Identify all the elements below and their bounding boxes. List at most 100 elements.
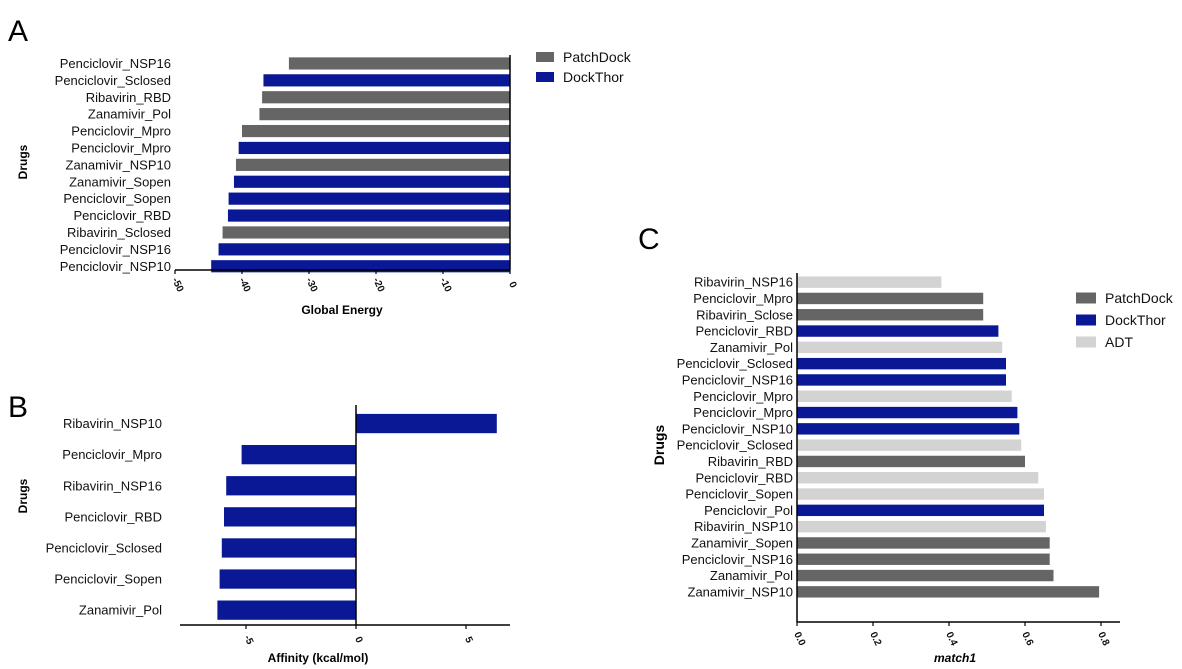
panel-b-bar-6-penciclovir-sopen <box>219 569 356 589</box>
panel-c-category-label: Penciclovir_Mpro <box>693 405 793 420</box>
panel-a-bar-9-penciclovir-sopen <box>228 192 510 205</box>
panel-b-tick-label: 5 <box>462 635 475 645</box>
panel-b-bar-3-ribavirin-nsp16 <box>226 476 356 496</box>
panel-a-category-label: Zanamivir_Pol <box>88 107 171 122</box>
panel-c-legend: PatchDock DockThor ADT <box>1076 290 1174 350</box>
panel-a-bars <box>211 57 511 273</box>
panel-c-category-label: Penciclovir_Mpro <box>693 389 793 404</box>
panel-c-bar-12-ribavirin-rbd <box>797 455 1025 468</box>
panel-c-ticks: 0.0 0.2 0.4 0.6 0.8 <box>791 622 1111 648</box>
panel-a-bar-6-penciclovir-mpro <box>238 141 510 155</box>
panel-a-tick-label: -20 <box>370 276 386 294</box>
panel-a-ticks: -50 -40 -30 -20 -10 0 <box>169 270 519 294</box>
panel-a-x-axis-title: Global Energy <box>301 303 383 317</box>
panel-a-bar-11-ribavirin-sclosed <box>222 226 510 239</box>
panel-b-category-label: Penciclovir_Sopen <box>54 572 162 587</box>
panel-a-category-label: Penciclovir_Mpro <box>71 124 171 139</box>
panel-c-bar-3-ribavirin-sclose <box>797 309 984 321</box>
panel-a-category-label: Penciclovir_RBD <box>73 208 171 223</box>
panel-c-bar-16-ribavirin-nsp10 <box>797 520 1046 533</box>
panel-a-category-label: Ribavirin_Sclosed <box>67 225 171 240</box>
panel-c-category-label: Ribavirin_RBD <box>708 454 793 469</box>
panel-c-y-axis-title: Drugs <box>651 425 667 466</box>
panel-a-tick-label: 0 <box>506 280 519 290</box>
panel-letter-a: A <box>8 15 28 48</box>
panel-c-legend-label-adt: ADT <box>1105 334 1133 350</box>
panel-a-category-label: Penciclovir_NSP16 <box>60 242 171 257</box>
panel-a-tick-label: -50 <box>169 276 185 294</box>
panel-c-category-labels: Ribavirin_NSP16Penciclovir_MproRibavirin… <box>677 275 793 600</box>
panel-c-legend-swatch-patchdock <box>1076 292 1096 304</box>
panel-b-category-label: Penciclovir_RBD <box>64 509 162 524</box>
panel-c-category-label: Ribavirin_NSP10 <box>694 519 793 534</box>
panel-a-category-label: Zanamivir_NSP10 <box>66 157 172 172</box>
panel-b-category-label: Penciclovir_Sclosed <box>46 540 162 555</box>
panel-b-tick-label: -5 <box>241 634 255 647</box>
panel-b-bar-7-zanamivir-pol <box>217 600 356 620</box>
panel-b-tick-label: 0 <box>352 635 365 645</box>
panel-c-category-label: Penciclovir_NSP16 <box>682 372 793 387</box>
panel-c-bar-11-penciclovir-sclosed <box>797 439 1022 451</box>
panel-c-category-label: Ribavirin_Sclose <box>696 307 793 322</box>
panel-c-category-label: Penciclovir_NSP16 <box>682 552 793 567</box>
panel-a-bar-7-zanamivir-nsp10 <box>235 158 510 171</box>
panel-c-bar-7-penciclovir-nsp16 <box>797 374 1006 386</box>
panel-c-bar-13-penciclovir-rbd <box>797 472 1039 484</box>
panel-a-legend-label-patchdock: PatchDock <box>563 49 632 65</box>
panel-a-category-label: Ribavirin_RBD <box>86 90 171 105</box>
panel-c-bar-17-zanamivir-sopen <box>797 537 1050 549</box>
panel-b-bars <box>217 413 497 620</box>
panel-c-bar-10-penciclovir-nsp10 <box>797 423 1020 435</box>
panel-c-tick-label: 0.0 <box>791 630 807 648</box>
panel-a-y-axis-title: Drugs <box>16 144 30 179</box>
panel-a-tick-label: -10 <box>437 276 453 294</box>
panel-a-category-label: Penciclovir_Sclosed <box>55 73 171 88</box>
panel-c-category-label: Penciclovir_RBD <box>695 324 793 339</box>
panel-c-category-label: Penciclovir_Sopen <box>685 487 793 502</box>
panel-a-legend-label-dockthor: DockThor <box>563 69 624 85</box>
panel-a-category-label: Zanamivir_Sopen <box>69 174 171 189</box>
panel-c-legend-swatch-adt <box>1076 336 1096 348</box>
panel-a: A Penciclovir_NSP16 Penciclovir_Sclosed Ri… <box>8 15 632 317</box>
panel-c-category-label: Zanamivir_Pol <box>710 568 793 583</box>
panel-b: B Ribavirin_NSP10Penciclovir_MproRibavir… <box>8 391 510 665</box>
panel-c-category-label: Ribavirin_NSP16 <box>694 275 793 290</box>
panel-b-category-labels: Ribavirin_NSP10 Penciclovir_Mpro Ribavirin… <box>46 416 162 618</box>
panel-c-category-label: Penciclovir_Mpro <box>693 291 793 306</box>
panel-a-tick-label: -30 <box>303 276 319 294</box>
panel-c-category-label: Zanamivir_NSP10 <box>688 584 794 599</box>
panel-b-category-label: Penciclovir_Mpro <box>62 447 162 462</box>
panel-c-bar-4-penciclovir-rbd <box>797 325 999 337</box>
panel-c-bars <box>797 276 1100 598</box>
panel-c-bar-2-penciclovir-mpro <box>797 292 984 305</box>
panel-c-legend-swatch-dockthor <box>1076 314 1096 326</box>
panel-b-bar-5-penciclovir-sclosed <box>221 538 356 558</box>
panel-c-category-label: Penciclovir_Sclosed <box>677 356 793 371</box>
panel-c-bar-18-penciclovir-nsp16 <box>797 553 1050 565</box>
panel-letter-b: B <box>8 391 28 424</box>
panel-c-bar-5-zanamivir-pol <box>797 341 1003 354</box>
panel-a-bar-8-zanamivir-sopen <box>233 175 510 188</box>
panel-a-category-label: Penciclovir_Mpro <box>71 140 171 155</box>
panel-c: C Ribavirin_NSP16Penciclovir_MproRibavir… <box>638 223 1174 665</box>
panel-b-category-label: Ribavirin_NSP16 <box>63 478 162 493</box>
panel-a-bar-5-penciclovir-mpro <box>242 124 510 138</box>
panel-c-tick-label: 0.6 <box>1019 630 1035 648</box>
panel-a-bar-10-penciclovir-rbd <box>227 209 510 222</box>
panel-c-bar-19-zanamivir-pol <box>797 569 1054 582</box>
panel-b-category-label: Ribavirin_NSP10 <box>63 416 162 431</box>
panel-b-bar-2-penciclovir-mpro <box>241 445 356 465</box>
panel-a-legend-swatch-dockthor <box>536 72 554 82</box>
panel-c-category-label: Penciclovir_RBD <box>695 470 793 485</box>
panel-c-bar-1-ribavirin-nsp16 <box>797 276 942 288</box>
panel-c-bar-9-penciclovir-mpro <box>797 406 1018 419</box>
panel-c-bar-6-penciclovir-sclosed <box>797 357 1006 370</box>
panel-c-bar-8-penciclovir-mpro <box>797 390 1012 402</box>
panel-b-bar-1-ribavirin-nsp10 <box>356 413 497 434</box>
panel-b-bar-4-penciclovir-rbd <box>224 507 356 527</box>
panel-c-category-label: Penciclovir_Sclosed <box>677 438 793 453</box>
panel-letter-c: C <box>638 223 660 256</box>
panel-b-y-axis-title: Drugs <box>16 478 30 513</box>
panel-c-tick-label: 0.4 <box>943 630 959 648</box>
